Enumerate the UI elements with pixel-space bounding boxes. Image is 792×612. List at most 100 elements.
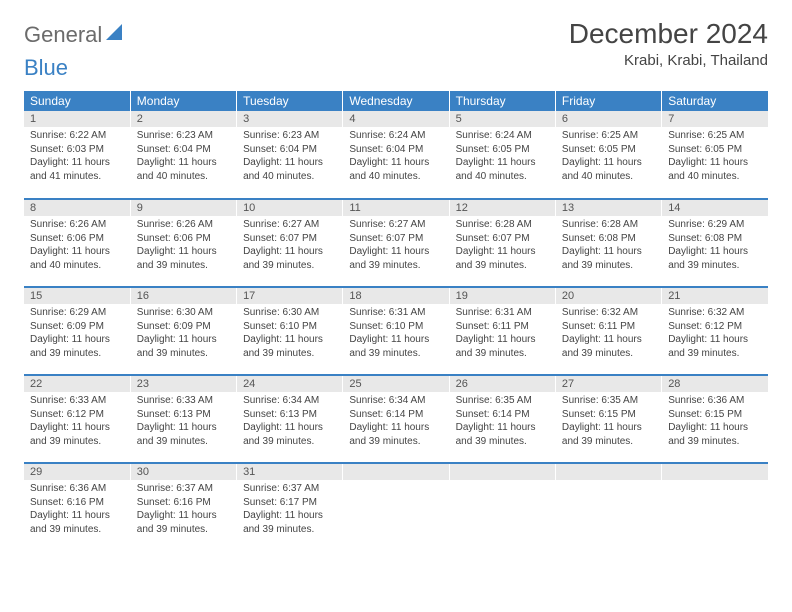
day-number: 2 (131, 111, 236, 127)
sunset-text: Sunset: 6:04 PM (243, 143, 336, 157)
calendar-table: SundayMondayTuesdayWednesdayThursdayFrid… (24, 91, 768, 551)
day-number: 23 (131, 376, 236, 392)
day-details: Sunrise: 6:35 AMSunset: 6:15 PMDaylight:… (556, 392, 661, 452)
sunrise-text: Sunrise: 6:28 AM (562, 218, 655, 232)
day-number: 11 (343, 200, 448, 216)
sunset-text: Sunset: 6:04 PM (137, 143, 230, 157)
calendar-day-cell: 20Sunrise: 6:32 AMSunset: 6:11 PMDayligh… (555, 287, 661, 375)
calendar-day-cell: 7Sunrise: 6:25 AMSunset: 6:05 PMDaylight… (662, 111, 768, 199)
day-details: Sunrise: 6:24 AMSunset: 6:05 PMDaylight:… (450, 127, 555, 187)
calendar-day-cell: 26Sunrise: 6:35 AMSunset: 6:14 PMDayligh… (449, 375, 555, 463)
day-number: 22 (24, 376, 130, 392)
day-details: Sunrise: 6:37 AMSunset: 6:16 PMDaylight:… (131, 480, 236, 540)
daylight-text: Daylight: 11 hours and 39 minutes. (30, 333, 124, 360)
weekday-header: Thursday (449, 91, 555, 111)
calendar-day-cell (449, 463, 555, 551)
sunrise-text: Sunrise: 6:37 AM (243, 482, 336, 496)
day-number: 8 (24, 200, 130, 216)
daylight-text: Daylight: 11 hours and 39 minutes. (562, 421, 655, 448)
sunset-text: Sunset: 6:05 PM (562, 143, 655, 157)
day-number: 9 (131, 200, 236, 216)
day-details: Sunrise: 6:32 AMSunset: 6:12 PMDaylight:… (662, 304, 768, 364)
day-details: Sunrise: 6:27 AMSunset: 6:07 PMDaylight:… (343, 216, 448, 276)
day-number: 13 (556, 200, 661, 216)
day-details: Sunrise: 6:36 AMSunset: 6:16 PMDaylight:… (24, 480, 130, 540)
sunrise-text: Sunrise: 6:35 AM (456, 394, 549, 408)
sunset-text: Sunset: 6:05 PM (456, 143, 549, 157)
day-number: 19 (450, 288, 555, 304)
sunset-text: Sunset: 6:05 PM (668, 143, 762, 157)
calendar-day-cell: 25Sunrise: 6:34 AMSunset: 6:14 PMDayligh… (343, 375, 449, 463)
daylight-text: Daylight: 11 hours and 39 minutes. (456, 333, 549, 360)
daylight-text: Daylight: 11 hours and 40 minutes. (456, 156, 549, 183)
sunrise-text: Sunrise: 6:37 AM (137, 482, 230, 496)
calendar-day-cell: 3Sunrise: 6:23 AMSunset: 6:04 PMDaylight… (237, 111, 343, 199)
sunrise-text: Sunrise: 6:32 AM (562, 306, 655, 320)
calendar-day-cell: 12Sunrise: 6:28 AMSunset: 6:07 PMDayligh… (449, 199, 555, 287)
day-number-empty (556, 464, 661, 480)
weekday-header: Wednesday (343, 91, 449, 111)
sunrise-text: Sunrise: 6:31 AM (349, 306, 442, 320)
daylight-text: Daylight: 11 hours and 39 minutes. (562, 333, 655, 360)
sunrise-text: Sunrise: 6:34 AM (243, 394, 336, 408)
day-number: 7 (662, 111, 768, 127)
sunrise-text: Sunrise: 6:23 AM (243, 129, 336, 143)
sunset-text: Sunset: 6:13 PM (243, 408, 336, 422)
sunset-text: Sunset: 6:09 PM (137, 320, 230, 334)
sunset-text: Sunset: 6:16 PM (137, 496, 230, 510)
sunset-text: Sunset: 6:17 PM (243, 496, 336, 510)
daylight-text: Daylight: 11 hours and 40 minutes. (562, 156, 655, 183)
day-details: Sunrise: 6:23 AMSunset: 6:04 PMDaylight:… (131, 127, 236, 187)
daylight-text: Daylight: 11 hours and 39 minutes. (668, 421, 762, 448)
sunrise-text: Sunrise: 6:36 AM (30, 482, 124, 496)
sunset-text: Sunset: 6:16 PM (30, 496, 124, 510)
sunrise-text: Sunrise: 6:34 AM (349, 394, 442, 408)
calendar-day-cell: 15Sunrise: 6:29 AMSunset: 6:09 PMDayligh… (24, 287, 130, 375)
daylight-text: Daylight: 11 hours and 39 minutes. (668, 245, 762, 272)
day-number: 18 (343, 288, 448, 304)
daylight-text: Daylight: 11 hours and 39 minutes. (30, 509, 124, 536)
daylight-text: Daylight: 11 hours and 40 minutes. (137, 156, 230, 183)
day-number-empty (343, 464, 448, 480)
day-details: Sunrise: 6:36 AMSunset: 6:15 PMDaylight:… (662, 392, 768, 452)
logo: General (24, 22, 128, 48)
calendar-day-cell: 14Sunrise: 6:29 AMSunset: 6:08 PMDayligh… (662, 199, 768, 287)
day-details: Sunrise: 6:27 AMSunset: 6:07 PMDaylight:… (237, 216, 342, 276)
daylight-text: Daylight: 11 hours and 39 minutes. (137, 509, 230, 536)
day-details: Sunrise: 6:23 AMSunset: 6:04 PMDaylight:… (237, 127, 342, 187)
sunset-text: Sunset: 6:04 PM (349, 143, 442, 157)
day-number: 16 (131, 288, 236, 304)
day-number: 24 (237, 376, 342, 392)
weekday-header: Monday (130, 91, 236, 111)
daylight-text: Daylight: 11 hours and 39 minutes. (349, 421, 442, 448)
day-number: 10 (237, 200, 342, 216)
day-number: 27 (556, 376, 661, 392)
sunset-text: Sunset: 6:07 PM (456, 232, 549, 246)
sunrise-text: Sunrise: 6:22 AM (30, 129, 124, 143)
location-text: Krabi, Krabi, Thailand (569, 52, 768, 69)
sunrise-text: Sunrise: 6:30 AM (243, 306, 336, 320)
calendar-day-cell: 10Sunrise: 6:27 AMSunset: 6:07 PMDayligh… (237, 199, 343, 287)
logo-word-blue: Blue (24, 55, 68, 80)
day-number: 29 (24, 464, 130, 480)
calendar-day-cell (662, 463, 768, 551)
sunrise-text: Sunrise: 6:28 AM (456, 218, 549, 232)
daylight-text: Daylight: 11 hours and 40 minutes. (243, 156, 336, 183)
day-number: 6 (556, 111, 661, 127)
day-number: 4 (343, 111, 448, 127)
calendar-day-cell: 9Sunrise: 6:26 AMSunset: 6:06 PMDaylight… (130, 199, 236, 287)
weekday-header: Tuesday (237, 91, 343, 111)
calendar-day-cell: 1Sunrise: 6:22 AMSunset: 6:03 PMDaylight… (24, 111, 130, 199)
day-number: 3 (237, 111, 342, 127)
sunset-text: Sunset: 6:07 PM (243, 232, 336, 246)
sunset-text: Sunset: 6:06 PM (30, 232, 124, 246)
sunset-text: Sunset: 6:09 PM (30, 320, 124, 334)
day-details: Sunrise: 6:29 AMSunset: 6:09 PMDaylight:… (24, 304, 130, 364)
calendar-day-cell: 6Sunrise: 6:25 AMSunset: 6:05 PMDaylight… (555, 111, 661, 199)
day-number: 21 (662, 288, 768, 304)
sunrise-text: Sunrise: 6:36 AM (668, 394, 762, 408)
daylight-text: Daylight: 11 hours and 39 minutes. (243, 509, 336, 536)
calendar-day-cell: 21Sunrise: 6:32 AMSunset: 6:12 PMDayligh… (662, 287, 768, 375)
daylight-text: Daylight: 11 hours and 40 minutes. (349, 156, 442, 183)
day-details: Sunrise: 6:24 AMSunset: 6:04 PMDaylight:… (343, 127, 448, 187)
